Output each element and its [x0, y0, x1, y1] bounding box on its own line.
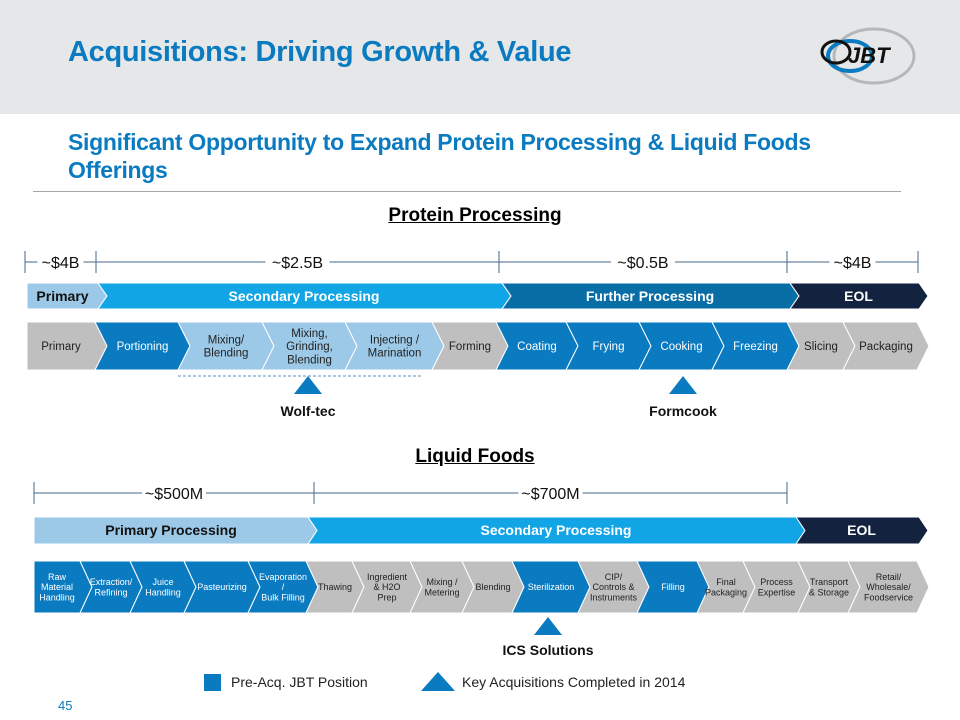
liquid-step-label: CIP/Controls & Instruments [590, 572, 638, 603]
market-size-label: ~$0.5B [617, 255, 668, 272]
liquid-step-label: Pasteurizing [197, 582, 247, 592]
liquid-phase-label: Primary Processing [105, 522, 237, 538]
liquid-step-label: Raw Material Handling [39, 572, 75, 603]
protein-step-chevron [842, 321, 930, 371]
logo-black-swoosh [820, 39, 852, 65]
liquid-step-label: Transport & Storage [809, 577, 849, 597]
jbt-logo: JBT [820, 27, 916, 85]
protein-step-label: Portioning [117, 341, 169, 353]
liquid-step-label: Mixing / Metering [424, 577, 459, 597]
logo-blue-swoosh [826, 39, 874, 73]
protein-step-label: Packaging [859, 341, 913, 353]
protein-step-label: Primary [41, 341, 81, 353]
market-size-label: ~$700M [521, 486, 579, 503]
acquisition-label-ics: ICS Solutions [502, 642, 594, 658]
subtitle: Significant Opportunity to Expand Protei… [68, 129, 811, 183]
liquid-step-label: Thawing [318, 582, 352, 592]
liquid-step-label: Evaporation / Bulk Filling [259, 572, 307, 603]
protein-step-label: Coating [517, 341, 557, 353]
protein-section-title: Protein Processing [388, 205, 562, 226]
page-number: 45 [58, 698, 73, 713]
acquisition-label-formcook: Formcook [649, 403, 717, 419]
protein-phase-label: Secondary Processing [229, 288, 380, 304]
legend-square-icon [204, 674, 221, 691]
ics-acquisition-triangle [534, 617, 562, 635]
slide-title: Acquisitions: Driving Growth & Value [68, 36, 572, 68]
logo-gray-swoosh [832, 27, 916, 85]
liquid-step-label: Juice Handling [145, 577, 181, 597]
protein-step-label: Cooking [660, 341, 702, 353]
protein-phase-label: EOL [844, 288, 873, 304]
legend-square-label: Pre-Acq. JBT Position [231, 674, 368, 690]
liquid-phase-label: Secondary Processing [481, 522, 632, 538]
protein-step-label: Freezing [733, 341, 778, 353]
liquid-step-label: Ingredient & H2O Prep [367, 572, 408, 603]
liquid-step-label: Filling [661, 582, 685, 592]
liquid-step-label: Process Expertise [758, 577, 796, 597]
protein-step-label: Frying [593, 341, 625, 353]
protein-phase-label: Primary [36, 288, 88, 304]
market-size-label: ~$2.5B [272, 255, 323, 272]
liquid-section-title: Liquid Foods [415, 446, 535, 467]
protein-step-label: Mixing/Blending [204, 334, 249, 359]
logo-text: JBT [848, 43, 891, 68]
market-size-label: ~$500M [145, 486, 203, 503]
protein-phase-chevron [789, 282, 929, 310]
legend-triangle-label: Key Acquisitions Completed in 2014 [462, 674, 686, 690]
liquid-step-label: Sterilization [528, 582, 575, 592]
protein-phase-label: Further Processing [586, 288, 714, 304]
liquid-phase-chevron [795, 516, 929, 545]
market-size-label: ~$4B [42, 255, 80, 272]
protein-step-label: Mixing, Grinding, Blending [286, 328, 333, 366]
liquid-step-chevron [847, 560, 930, 614]
protein-step-label: Slicing [804, 341, 838, 353]
market-size-label: ~$4B [834, 255, 872, 272]
liquid-step-label: Final Packaging [705, 577, 747, 597]
acquisition-label-wolftec: Wolf-tec [280, 403, 336, 419]
liquid-phase-label: EOL [847, 522, 876, 538]
liquid-step-label: Blending [475, 582, 510, 592]
wolftec-acquisition-triangle [294, 376, 322, 394]
protein-step-label: Forming [449, 341, 491, 353]
formcook-acquisition-triangle [669, 376, 697, 394]
protein-step-label: Injecting / Marination [368, 334, 422, 359]
legend-triangle-icon [421, 672, 455, 691]
liquid-step-label: Retail/Wholesale/Foodservice [864, 572, 913, 603]
header-band [0, 0, 960, 114]
subtitle-divider [33, 191, 901, 192]
liquid-step-label: Extraction/Refining [90, 577, 133, 597]
